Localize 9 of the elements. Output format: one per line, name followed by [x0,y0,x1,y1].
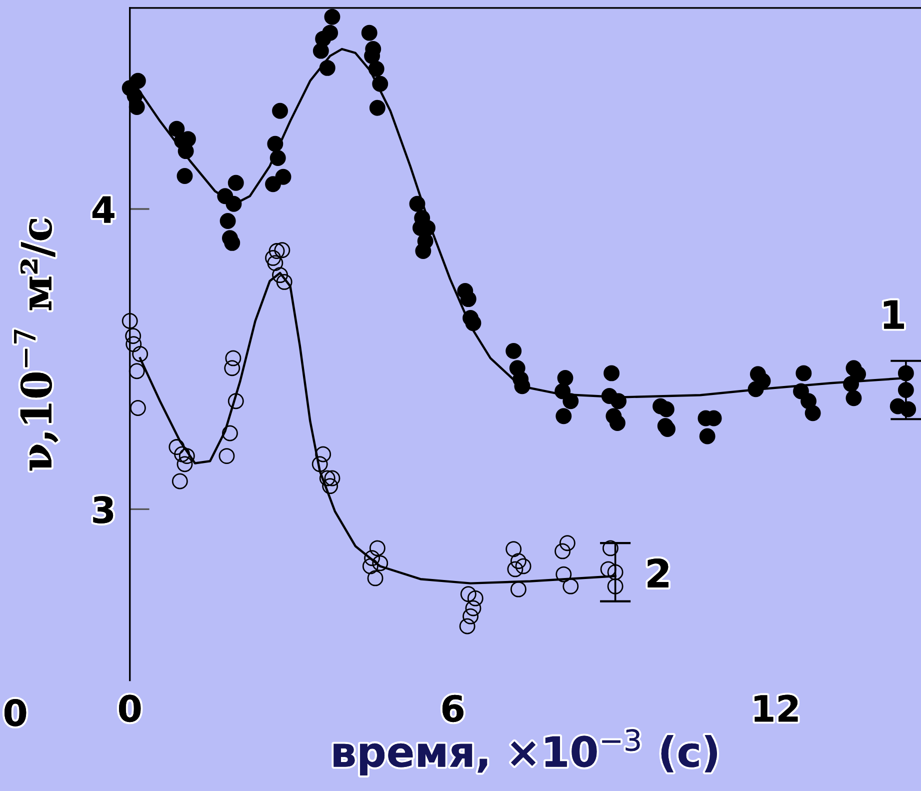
y-tick-label: 3 [93,496,114,524]
y-axis-title: ν,10$^{−7}$ м²/с [14,218,58,471]
x-tick-label: 12 [754,694,798,722]
y-tick-label: 4 [92,196,114,223]
x-axis-title: время, ×10$^{−3}$ (с) [334,729,717,776]
annotation: 2 [648,558,668,588]
x-tick-label: 0 [119,694,141,722]
annotation: 1 [884,300,904,329]
x-tick-label: 6 [442,694,464,722]
